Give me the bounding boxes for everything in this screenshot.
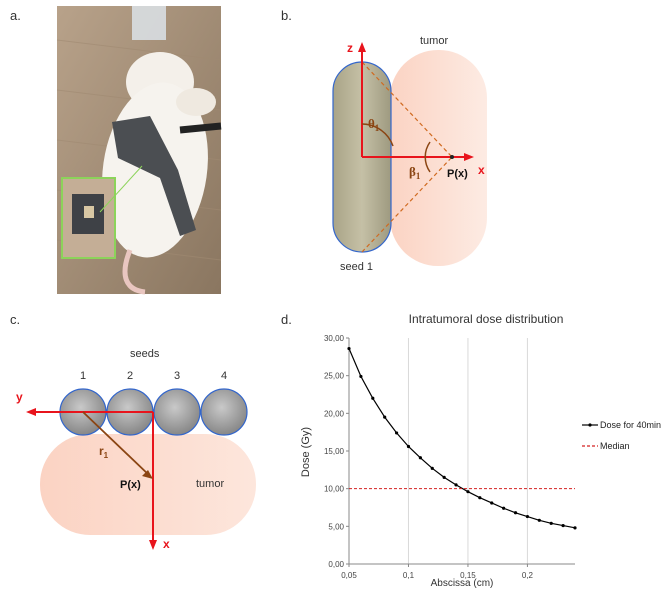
r-subscript: 1 <box>104 451 109 460</box>
r1-vector <box>82 411 151 477</box>
x-tick-label: 0,05 <box>341 571 357 580</box>
data-point <box>490 501 494 505</box>
data-point <box>561 523 565 528</box>
data-point <box>537 518 541 522</box>
data-point <box>406 444 411 449</box>
y-tick-label: 15,00 <box>324 447 345 456</box>
beta-symbol: β <box>409 164 416 179</box>
z-axis-label: z <box>347 41 353 55</box>
data-point <box>359 374 363 379</box>
r-symbol: r <box>99 444 104 458</box>
legend-label-2: Median <box>600 441 630 451</box>
seed-4 <box>200 388 248 436</box>
panel-a-label: a. <box>10 8 21 23</box>
panel-c-label: c. <box>10 312 21 327</box>
x-tick-label: 0,15 <box>460 571 476 580</box>
data-point <box>371 396 375 400</box>
tumor-shape-c <box>40 434 256 535</box>
seed-number-3: 3 <box>174 370 180 382</box>
point-label-c: P(x) <box>120 479 141 491</box>
beta-subscript: 1 <box>416 171 421 181</box>
seed-number-1: 1 <box>80 370 86 382</box>
svg-text:β1: β1 <box>409 164 421 181</box>
x-axis-label-c: x <box>163 537 170 551</box>
data-point <box>466 490 470 494</box>
point-label-b: P(x) <box>447 168 468 180</box>
x-tick-label: 0,2 <box>522 571 534 580</box>
seed-number-4: 4 <box>221 370 227 382</box>
panel-d-label: d. <box>281 312 292 327</box>
seed-number-2: 2 <box>127 370 133 382</box>
seeds-title: seeds <box>130 348 160 360</box>
svg-text:r1: r1 <box>99 444 109 460</box>
theta-symbol: θ <box>368 116 375 131</box>
data-point <box>430 466 434 470</box>
data-point <box>454 483 458 487</box>
data-point <box>502 506 506 510</box>
legend-label-1: Dose for 40min <box>600 420 661 430</box>
chart-xlabel: Abscissa (cm) <box>431 578 494 589</box>
chart-ylabel: Dose (Gy) <box>300 427 312 477</box>
data-point <box>442 475 446 479</box>
y-tick-label: 30,00 <box>324 334 345 343</box>
x-axis-label: x <box>478 163 485 177</box>
data-point <box>478 496 482 500</box>
y-tick-label: 5,00 <box>328 522 344 531</box>
data-point <box>573 526 577 530</box>
series-line-1 <box>348 348 576 529</box>
y-tick-label: 20,00 <box>324 409 345 418</box>
tumor-label-c: tumor <box>196 478 224 490</box>
svg-text:θ1: θ1 <box>368 116 380 133</box>
y-tick-label: 10,00 <box>324 485 345 494</box>
y-axis-label-c: y <box>16 390 23 404</box>
seed-label: seed 1 <box>340 261 373 273</box>
data-point <box>347 346 351 351</box>
x-tick-label: 0,1 <box>403 571 415 580</box>
data-point <box>418 456 422 460</box>
tumor-label: tumor <box>420 35 448 47</box>
y-tick-label: 25,00 <box>324 372 345 381</box>
legend-marker <box>588 423 592 427</box>
panel-b-label: b. <box>281 8 292 23</box>
data-point <box>394 431 399 435</box>
chart-title: Intratumoral dose distribution <box>409 312 564 326</box>
data-point <box>513 511 518 515</box>
y-tick-label: 0,00 <box>328 560 344 569</box>
data-point <box>525 514 530 519</box>
data-point <box>549 521 553 525</box>
theta-subscript: 1 <box>375 123 380 133</box>
data-point <box>383 415 387 419</box>
